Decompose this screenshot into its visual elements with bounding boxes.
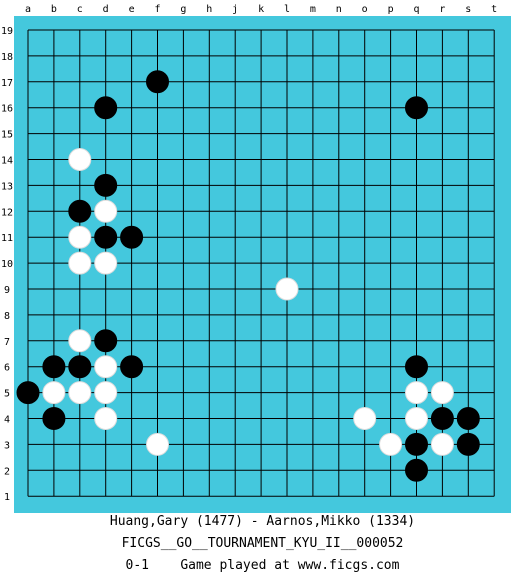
event-caption: FICGS__GO__TOURNAMENT_KYU_II__000052 xyxy=(121,536,404,551)
white-stone[interactable] xyxy=(430,432,454,456)
column-label: j xyxy=(232,4,238,15)
black-stone[interactable] xyxy=(94,329,118,353)
column-label: t xyxy=(491,4,497,15)
white-stone[interactable] xyxy=(146,432,169,456)
row-label: 5 xyxy=(4,389,10,400)
black-stone[interactable] xyxy=(42,407,66,430)
column-label: o xyxy=(362,4,368,15)
white-stone[interactable] xyxy=(94,355,118,379)
white-stone[interactable] xyxy=(94,199,118,223)
column-label: p xyxy=(388,4,394,15)
row-label: 17 xyxy=(1,78,13,89)
row-label: 12 xyxy=(1,207,13,218)
row-label: 8 xyxy=(4,311,10,322)
row-label: 14 xyxy=(1,156,13,167)
black-stone[interactable] xyxy=(405,96,428,120)
row-label: 9 xyxy=(4,285,10,296)
black-stone[interactable] xyxy=(146,70,169,94)
column-label: q xyxy=(413,4,419,15)
white-stone[interactable] xyxy=(430,381,454,405)
white-stone[interactable] xyxy=(94,407,118,430)
black-stone[interactable] xyxy=(405,458,428,482)
black-stone[interactable] xyxy=(94,96,118,120)
column-label: e xyxy=(129,4,135,15)
column-label: s xyxy=(465,4,471,15)
black-stone[interactable] xyxy=(94,225,118,249)
column-label: g xyxy=(180,4,186,15)
black-stone[interactable] xyxy=(456,407,480,430)
white-stone[interactable] xyxy=(275,277,299,301)
white-stone[interactable] xyxy=(68,329,92,353)
black-stone[interactable] xyxy=(405,355,428,379)
column-label: n xyxy=(336,4,342,15)
players-caption: Huang,Gary (1477) - Aarnos,Mikko (1334) xyxy=(109,514,416,529)
row-label: 16 xyxy=(1,104,13,115)
column-label: a xyxy=(25,4,31,15)
white-stone[interactable] xyxy=(68,251,92,275)
white-stone[interactable] xyxy=(405,381,428,405)
row-label: 3 xyxy=(4,440,10,451)
white-stone[interactable] xyxy=(94,251,118,275)
white-stone[interactable] xyxy=(379,432,403,456)
row-label: 6 xyxy=(4,363,10,374)
black-stone[interactable] xyxy=(42,355,66,379)
black-stone[interactable] xyxy=(16,381,40,405)
black-stone[interactable] xyxy=(68,355,92,379)
column-label: k xyxy=(258,4,264,15)
white-stone[interactable] xyxy=(94,381,118,405)
result-caption: 0-1 Game played at www.ficgs.com xyxy=(125,558,400,573)
white-stone[interactable] xyxy=(68,225,92,249)
white-stone[interactable] xyxy=(68,381,92,405)
row-label: 19 xyxy=(1,26,13,37)
column-label: h xyxy=(206,4,212,15)
row-label: 1 xyxy=(4,492,10,503)
column-label: c xyxy=(77,4,83,15)
row-label: 2 xyxy=(4,466,10,477)
row-label: 10 xyxy=(1,259,13,270)
row-label: 11 xyxy=(1,233,13,244)
black-stone[interactable] xyxy=(120,225,144,249)
column-label: r xyxy=(439,4,445,15)
white-stone[interactable] xyxy=(68,148,92,171)
row-label: 15 xyxy=(1,130,13,141)
black-stone[interactable] xyxy=(120,355,144,379)
column-label: d xyxy=(103,4,109,15)
row-label: 13 xyxy=(1,181,13,192)
black-stone[interactable] xyxy=(94,173,118,197)
row-label: 4 xyxy=(4,415,10,426)
column-label: b xyxy=(51,4,57,15)
white-stone[interactable] xyxy=(405,407,428,430)
black-stone[interactable] xyxy=(68,199,92,223)
row-label: 7 xyxy=(4,337,10,348)
row-label: 18 xyxy=(1,52,13,63)
black-stone[interactable] xyxy=(430,407,454,430)
white-stone[interactable] xyxy=(42,381,66,405)
column-label: f xyxy=(154,4,160,15)
white-stone[interactable] xyxy=(353,407,377,430)
black-stone[interactable] xyxy=(405,432,428,456)
column-label: m xyxy=(310,4,316,15)
column-label: l xyxy=(284,4,290,15)
black-stone[interactable] xyxy=(456,432,480,456)
